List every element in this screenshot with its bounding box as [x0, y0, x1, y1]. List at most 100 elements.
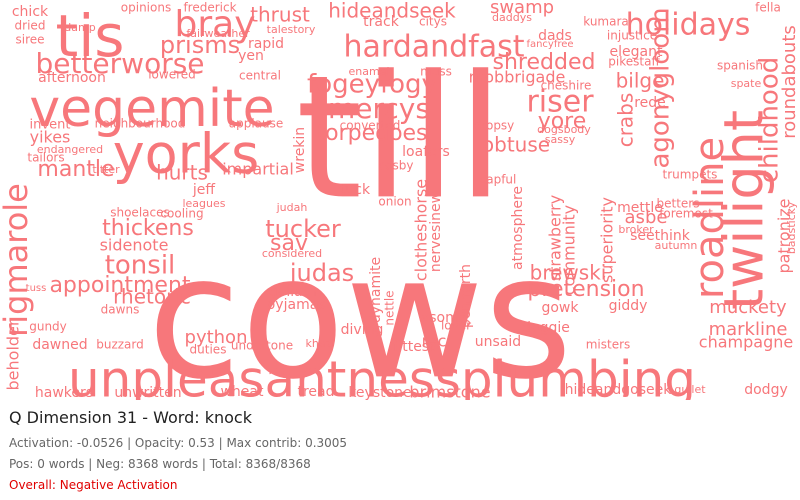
cloud-word: gowk	[541, 300, 579, 316]
cloud-word: hawkers	[35, 385, 93, 400]
cloud-word: shoelaces	[110, 206, 170, 220]
cloud-word: betters	[657, 197, 700, 211]
cloud-word: superiority	[598, 197, 617, 283]
cloud-word: python	[185, 327, 248, 348]
cloud-word: undertone	[231, 339, 293, 353]
cloud-word: fittest	[393, 339, 435, 355]
cloud-word: lover	[441, 319, 471, 333]
cloud-word: tis	[55, 2, 124, 70]
cloud-word: judah	[276, 201, 308, 214]
cloud-word: atmosphere	[510, 186, 526, 270]
cloud-word: yen	[238, 48, 264, 64]
cloud-word: sidenote	[100, 236, 169, 255]
cloud-word: track	[363, 14, 400, 30]
dimension-title: Q Dimension 31 - Word: knock	[9, 408, 252, 427]
cloud-word: obtuse	[482, 133, 550, 157]
cloud-word: fogeyfogy	[307, 70, 437, 100]
cloud-word: till	[296, 39, 504, 237]
cloud-word: cows	[147, 219, 572, 400]
cloud-word: dynamite	[368, 257, 384, 323]
cloud-word: twilight	[713, 110, 776, 310]
cloud-word: injustice	[607, 29, 657, 43]
cloud-word: onion	[378, 195, 411, 209]
cloud-word: prisms	[160, 31, 240, 59]
cloud-word: community	[560, 205, 579, 295]
cloud-word: patronize	[775, 198, 794, 273]
cloud-word: hurts	[156, 161, 208, 185]
cloud-word: frederick	[183, 1, 236, 15]
cloud-word: mettle	[617, 200, 663, 216]
cloud-word: tonsil	[105, 251, 176, 281]
cloud-word: judas	[289, 259, 354, 287]
cloud-word: badsticky	[785, 201, 798, 254]
cloud-word: hideandgoseek	[565, 382, 673, 398]
cloud-word: tuss	[26, 283, 47, 294]
cloud-word: invent	[30, 118, 71, 133]
cloud-word: converted	[340, 119, 401, 133]
activation-stats: Activation: -0.0526 | Opacity: 0.53 | Ma…	[9, 436, 348, 450]
cloud-word: betterworse	[35, 47, 204, 80]
cloud-word: asbe	[625, 207, 668, 228]
cloud-word: pikestaff	[608, 55, 660, 69]
cloud-word: dogsbody	[537, 123, 591, 136]
cloud-word: applause	[229, 117, 284, 131]
cloud-word: misters	[586, 338, 631, 352]
cloud-word: mantle	[37, 157, 114, 182]
cloud-word: thrust	[250, 3, 310, 27]
cloud-word: riser	[526, 85, 594, 120]
cloud-word: central	[239, 69, 281, 83]
cloud-word: cheshire	[541, 79, 592, 93]
cloud-word: wheat	[220, 384, 264, 400]
cloud-word: pennorth	[458, 264, 474, 328]
cloud-word: rapid	[248, 36, 284, 52]
cloud-word: spanish	[717, 59, 763, 73]
cloud-word: cooling	[160, 207, 203, 221]
cloud-word: neighbourhood	[95, 117, 186, 131]
cloud-word: enamel	[348, 65, 389, 78]
cloud-word: daddys	[492, 11, 532, 24]
cloud-word: broker	[618, 223, 654, 236]
cloud-word: mercys	[328, 92, 430, 125]
cloud-word: loafers	[402, 144, 450, 160]
cloud-word: diving	[341, 322, 384, 338]
cloud-word: citys	[419, 15, 447, 29]
cloud-word: asome	[421, 310, 468, 326]
cloud-word: fella	[755, 1, 781, 15]
cloud-word: elegant	[610, 44, 663, 60]
word-count-stats: Pos: 0 words | Neg: 8368 words | Total: …	[9, 457, 311, 471]
cloud-word: vegemite	[29, 79, 274, 139]
cloud-word: kumara	[583, 15, 629, 29]
cloud-word: pyjamas	[266, 297, 325, 313]
cloud-word: swamp	[490, 0, 554, 18]
cloud-word: brewski	[530, 261, 607, 285]
cloud-word: tucker	[265, 215, 341, 243]
cloud-word: dawns	[101, 303, 140, 317]
cloud-word: roundabouts	[779, 25, 800, 139]
cloud-word: gundy	[29, 320, 67, 334]
cloud-word: dodgy	[744, 382, 788, 398]
cloud-word: thickens	[102, 216, 194, 241]
cloud-word: nettle	[383, 290, 397, 325]
cloud-word: seethink	[630, 228, 691, 244]
cloud-word: trumpets	[663, 168, 718, 182]
cloud-word: talestory	[267, 23, 316, 36]
cloud-word: tread	[297, 384, 334, 400]
cloud-word: foremost	[659, 207, 713, 221]
cloud-word: rigmarole	[0, 183, 35, 337]
cloud-word: chick	[12, 4, 49, 20]
cloud-word: sassy	[545, 133, 576, 146]
cloud-word: unwritten	[114, 385, 181, 400]
cloud-word: dropsy	[474, 119, 515, 133]
cloud-word: buzzard	[96, 338, 144, 352]
cloud-word: autumn	[655, 239, 698, 252]
cloud-word: rede	[634, 95, 666, 111]
cloud-word: markline	[709, 319, 788, 340]
cloud-word: fancyfree	[526, 39, 573, 50]
cloud-word: khazi	[306, 337, 335, 350]
cloud-word: crabs	[614, 93, 638, 148]
word-cloud: cows till tis vegemite yorks unpleasantnesspl…	[0, 0, 800, 400]
cloud-word: strawberry	[546, 195, 565, 281]
cloud-word: shredded	[493, 50, 596, 75]
cloud-word: childhood	[755, 57, 785, 184]
cloud-word: muckety	[709, 297, 787, 318]
